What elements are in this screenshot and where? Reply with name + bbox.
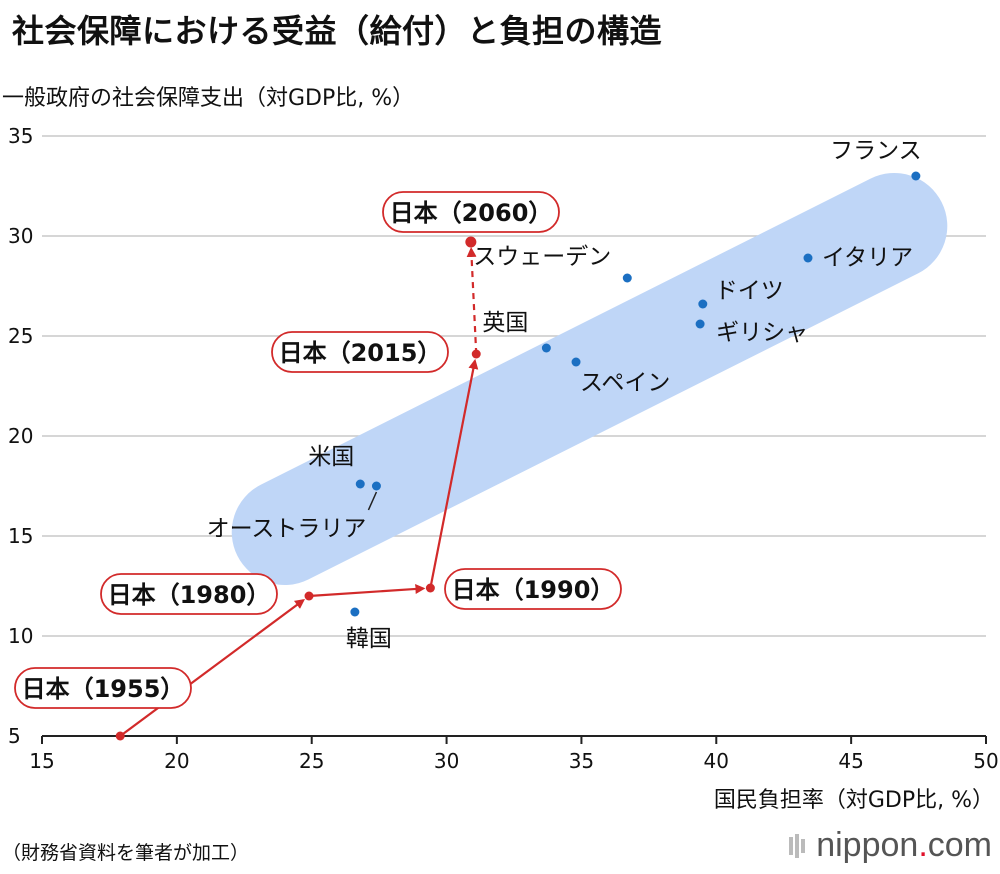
country-point: [911, 171, 921, 181]
country-label: 英国: [482, 310, 528, 336]
japan-label-box: [271, 331, 449, 373]
japan-label: 日本（2015）: [279, 339, 442, 367]
country-point: [350, 607, 360, 617]
japan-arrow: [429, 358, 479, 589]
country-label: スペイン: [580, 370, 670, 396]
y-tick-label: 30: [8, 224, 33, 248]
brand-name: nippon: [816, 826, 919, 864]
y-tick-label: 15: [8, 524, 33, 548]
japan-point: [471, 349, 481, 359]
japan-point: [465, 236, 477, 248]
japan-label: 日本（1990）: [452, 576, 615, 604]
y-tick-label: 10: [8, 624, 33, 648]
country-label: ギリシャ: [716, 320, 808, 346]
japan-point: [115, 731, 125, 741]
y-tick-label: 5: [8, 724, 21, 748]
japan-label-box: [14, 667, 192, 709]
japan-arrow: [308, 583, 426, 598]
country-label: イタリア: [822, 245, 913, 271]
x-axis-label: 国民負担率（対GDP比, %）: [713, 788, 994, 813]
country-label: オーストラリア: [207, 516, 367, 542]
japan-label-box: [444, 568, 622, 610]
brand-mark-icon: [789, 834, 806, 858]
brand-dot: .: [918, 826, 928, 864]
country-label: 韓国: [346, 626, 392, 652]
country-point: [622, 273, 632, 283]
y-axis-label: 一般政府の社会保障支出（対GDP比, %）: [2, 86, 415, 111]
country-label: スウェーデン: [473, 244, 611, 270]
y-tick-label: 35: [8, 124, 33, 148]
japan-label: 日本（1980）: [108, 581, 271, 609]
japan-label-box: [382, 191, 560, 233]
source-note: （財務省資料を筆者が加工）: [2, 842, 250, 864]
brand-tld: com: [927, 826, 992, 864]
country-point: [695, 319, 705, 329]
x-tick-label: 20: [164, 749, 189, 773]
country-point: [571, 357, 581, 367]
japan-label: 日本（1955）: [22, 675, 185, 703]
x-tick-label: 50: [973, 749, 998, 773]
x-tick-label: 45: [838, 749, 863, 773]
country-label: フランス: [830, 138, 922, 164]
country-label: ドイツ: [715, 278, 784, 304]
chart-title: 社会保障における受益（給付）と負担の構造: [12, 12, 663, 50]
x-tick-label: 30: [434, 749, 459, 773]
country-point: [541, 343, 551, 353]
japan-point: [425, 583, 435, 593]
japan-label-box: [100, 573, 278, 615]
japan-arrow: [119, 598, 306, 737]
country-label: 米国: [308, 444, 354, 470]
country-point: [698, 299, 708, 309]
country-point: [355, 479, 365, 489]
x-tick-label: 35: [569, 749, 594, 773]
brand-logo: nippon.com: [788, 826, 992, 865]
y-tick-label: 20: [8, 424, 33, 448]
country-point: [803, 253, 813, 263]
country-point: [371, 481, 381, 491]
japan-point: [304, 591, 314, 601]
y-tick-label: 25: [8, 324, 33, 348]
x-tick-label: 15: [29, 749, 54, 773]
leader-line: [367, 491, 378, 511]
trend-band: [231, 173, 948, 585]
x-tick-label: 40: [704, 749, 729, 773]
japan-label: 日本（2060）: [390, 199, 553, 227]
x-tick-label: 25: [299, 749, 324, 773]
